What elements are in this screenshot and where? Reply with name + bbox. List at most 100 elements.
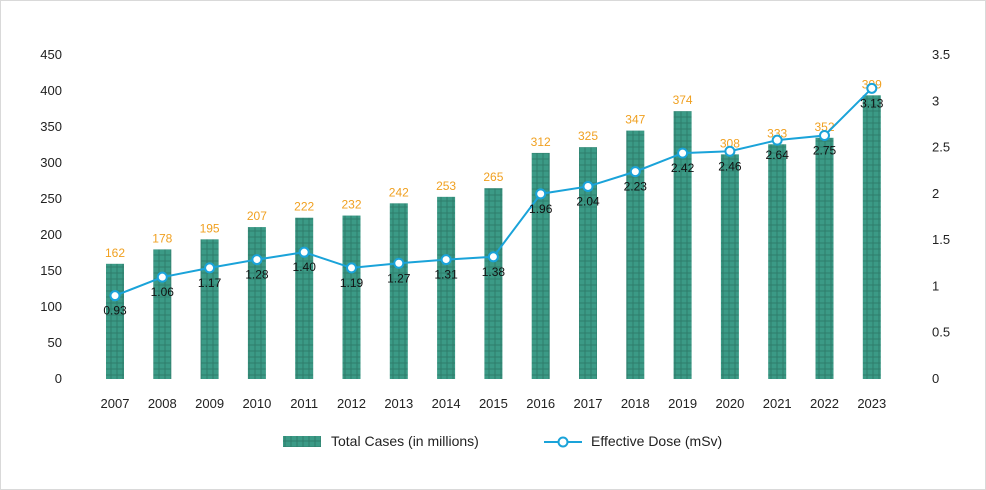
dose-point <box>629 166 641 178</box>
left-tick-label: 150 <box>40 263 62 278</box>
bar-value-label: 308 <box>720 136 740 150</box>
x-tick-label: 2022 <box>810 396 839 411</box>
bar-value-label: 162 <box>105 246 125 260</box>
right-tick-label: 3 <box>932 93 939 108</box>
x-tick-label: 2023 <box>857 396 886 411</box>
left-tick-label: 100 <box>40 299 62 314</box>
dose-value-label: 1.96 <box>529 202 553 216</box>
dose-point <box>156 271 168 283</box>
legend-bar-label: Total Cases (in millions) <box>331 433 479 449</box>
line-labels: 0.93 1.06 1.17 1.28 1.40 1.19 1.27 1.31 1.38 1.96… <box>103 96 883 317</box>
bar <box>579 147 597 379</box>
dose-value-label: 2.42 <box>671 161 695 175</box>
x-tick-label: 2007 <box>101 396 130 411</box>
bar <box>106 263 124 379</box>
dose-point <box>298 246 310 258</box>
dose-value-label: 1.31 <box>434 268 458 282</box>
bar <box>815 137 834 379</box>
bar-series <box>106 95 881 379</box>
bar-value-label: 333 <box>767 126 787 140</box>
x-axis: 2007 2008 2009 2010 2011 2012 2013 2014 2015 2016… <box>101 396 887 411</box>
left-tick-label: 400 <box>40 83 62 98</box>
bar-value-label: 195 <box>200 221 220 235</box>
bar <box>247 227 266 379</box>
x-tick-label: 2020 <box>715 396 744 411</box>
dose-value-label: 2.46 <box>718 159 742 173</box>
right-axis: 0 0.5 1 1.5 2 2.5 3 3.5 <box>932 47 950 386</box>
right-tick-label: 0.5 <box>932 325 950 340</box>
left-tick-label: 350 <box>40 119 62 134</box>
bar-value-label: 374 <box>673 93 693 107</box>
right-tick-label: 3.5 <box>932 47 950 62</box>
dose-value-label: 2.75 <box>813 144 837 158</box>
left-tick-label: 450 <box>40 47 62 62</box>
x-tick-label: 2008 <box>148 396 177 411</box>
dose-value-label: 1.28 <box>245 268 269 282</box>
bar <box>437 196 456 379</box>
bar-value-label: 312 <box>531 135 551 149</box>
dose-value-label: 0.93 <box>103 304 127 318</box>
dose-point <box>677 147 689 159</box>
bar-value-label: 178 <box>152 231 172 245</box>
dose-value-label: 1.19 <box>340 276 364 290</box>
x-tick-label: 2009 <box>195 396 224 411</box>
dose-value-label: 1.38 <box>482 265 506 279</box>
legend: Total Cases (in millions) Effective Dose … <box>283 433 722 449</box>
dose-value-label: 2.04 <box>576 194 600 208</box>
bar-value-label: 232 <box>341 198 361 212</box>
legend-line-label: Effective Dose (mSv) <box>591 433 722 449</box>
left-tick-label: 250 <box>40 191 62 206</box>
x-tick-label: 2010 <box>242 396 271 411</box>
dose-point <box>251 254 263 266</box>
dose-point <box>109 290 121 302</box>
dose-point <box>819 130 830 142</box>
right-tick-label: 0 <box>932 371 939 386</box>
dose-value-label: 1.17 <box>198 276 222 290</box>
dose-point <box>440 254 452 266</box>
bar-value-label: 325 <box>578 129 598 143</box>
bar-value-label: 265 <box>483 170 503 184</box>
bar <box>484 188 503 379</box>
dose-point <box>204 262 216 274</box>
dose-value-label: 2.64 <box>766 148 790 162</box>
right-tick-label: 2 <box>932 186 939 201</box>
x-tick-label: 2014 <box>432 396 461 411</box>
bar <box>673 111 692 379</box>
x-tick-label: 2021 <box>763 396 792 411</box>
bar-value-label: 207 <box>247 209 267 223</box>
bar <box>295 217 314 379</box>
bar <box>862 95 881 379</box>
x-tick-label: 2013 <box>384 396 413 411</box>
bar-value-label: 242 <box>389 185 409 199</box>
dose-point <box>582 180 594 192</box>
bar-value-label: 253 <box>436 179 456 193</box>
dose-value-label: 1.40 <box>293 260 317 274</box>
bar-value-label: 347 <box>625 113 645 127</box>
right-tick-label: 2.5 <box>932 140 950 155</box>
dose-point <box>771 134 783 146</box>
x-tick-label: 2011 <box>290 396 318 411</box>
bar <box>531 152 550 379</box>
x-tick-label: 2018 <box>621 396 650 411</box>
bar-labels: 162 178 195 207 222 232 242 253 265 312 325 347 374 3… <box>105 77 882 259</box>
dose-value-label: 1.06 <box>151 285 175 299</box>
left-tick-label: 0 <box>55 371 62 386</box>
x-tick-label: 2012 <box>337 396 366 411</box>
left-tick-label: 300 <box>40 155 62 170</box>
dose-value-label: 3.13 <box>860 96 884 110</box>
right-tick-label: 1 <box>932 278 939 293</box>
bar <box>768 144 787 379</box>
dose-point <box>535 188 547 200</box>
bar <box>153 249 172 379</box>
bar <box>389 203 408 379</box>
left-axis: 0 50 100 150 200 250 300 350 400 450 <box>40 47 62 386</box>
x-tick-label: 2016 <box>526 396 555 411</box>
left-tick-label: 50 <box>48 335 62 350</box>
dose-point <box>487 251 499 263</box>
bar <box>200 239 219 379</box>
dose-point <box>866 82 878 94</box>
legend-bar-swatch <box>283 436 321 447</box>
right-tick-label: 1.5 <box>932 232 950 247</box>
dose-point <box>724 145 736 157</box>
